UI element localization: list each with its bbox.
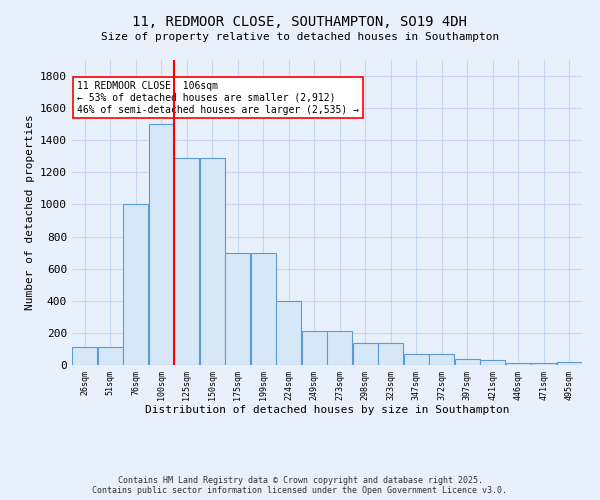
Bar <box>225 252 250 365</box>
Text: 11, REDMOOR CLOSE, SOUTHAMPTON, SO19 4DH: 11, REDMOOR CLOSE, SOUTHAMPTON, SO19 4DH <box>133 15 467 29</box>
Bar <box>149 124 174 365</box>
Bar <box>276 301 301 365</box>
Bar <box>557 362 582 365</box>
Bar <box>251 252 276 365</box>
Text: 11 REDMOOR CLOSE: 106sqm
← 53% of detached houses are smaller (2,912)
46% of sem: 11 REDMOOR CLOSE: 106sqm ← 53% of detach… <box>77 82 359 114</box>
Bar <box>98 348 123 365</box>
Y-axis label: Number of detached properties: Number of detached properties <box>25 114 35 310</box>
Bar <box>72 348 97 365</box>
Bar <box>429 354 454 365</box>
Bar <box>480 360 505 365</box>
Text: Size of property relative to detached houses in Southampton: Size of property relative to detached ho… <box>101 32 499 42</box>
Bar <box>302 332 327 365</box>
Text: Contains HM Land Registry data © Crown copyright and database right 2025.
Contai: Contains HM Land Registry data © Crown c… <box>92 476 508 495</box>
Bar <box>378 344 403 365</box>
Bar <box>404 354 429 365</box>
Bar <box>455 358 480 365</box>
Bar <box>531 362 556 365</box>
X-axis label: Distribution of detached houses by size in Southampton: Distribution of detached houses by size … <box>145 406 509 415</box>
Bar <box>327 332 352 365</box>
Bar <box>123 204 148 365</box>
Bar <box>174 158 199 365</box>
Bar <box>353 344 378 365</box>
Bar <box>200 158 225 365</box>
Bar <box>506 362 531 365</box>
